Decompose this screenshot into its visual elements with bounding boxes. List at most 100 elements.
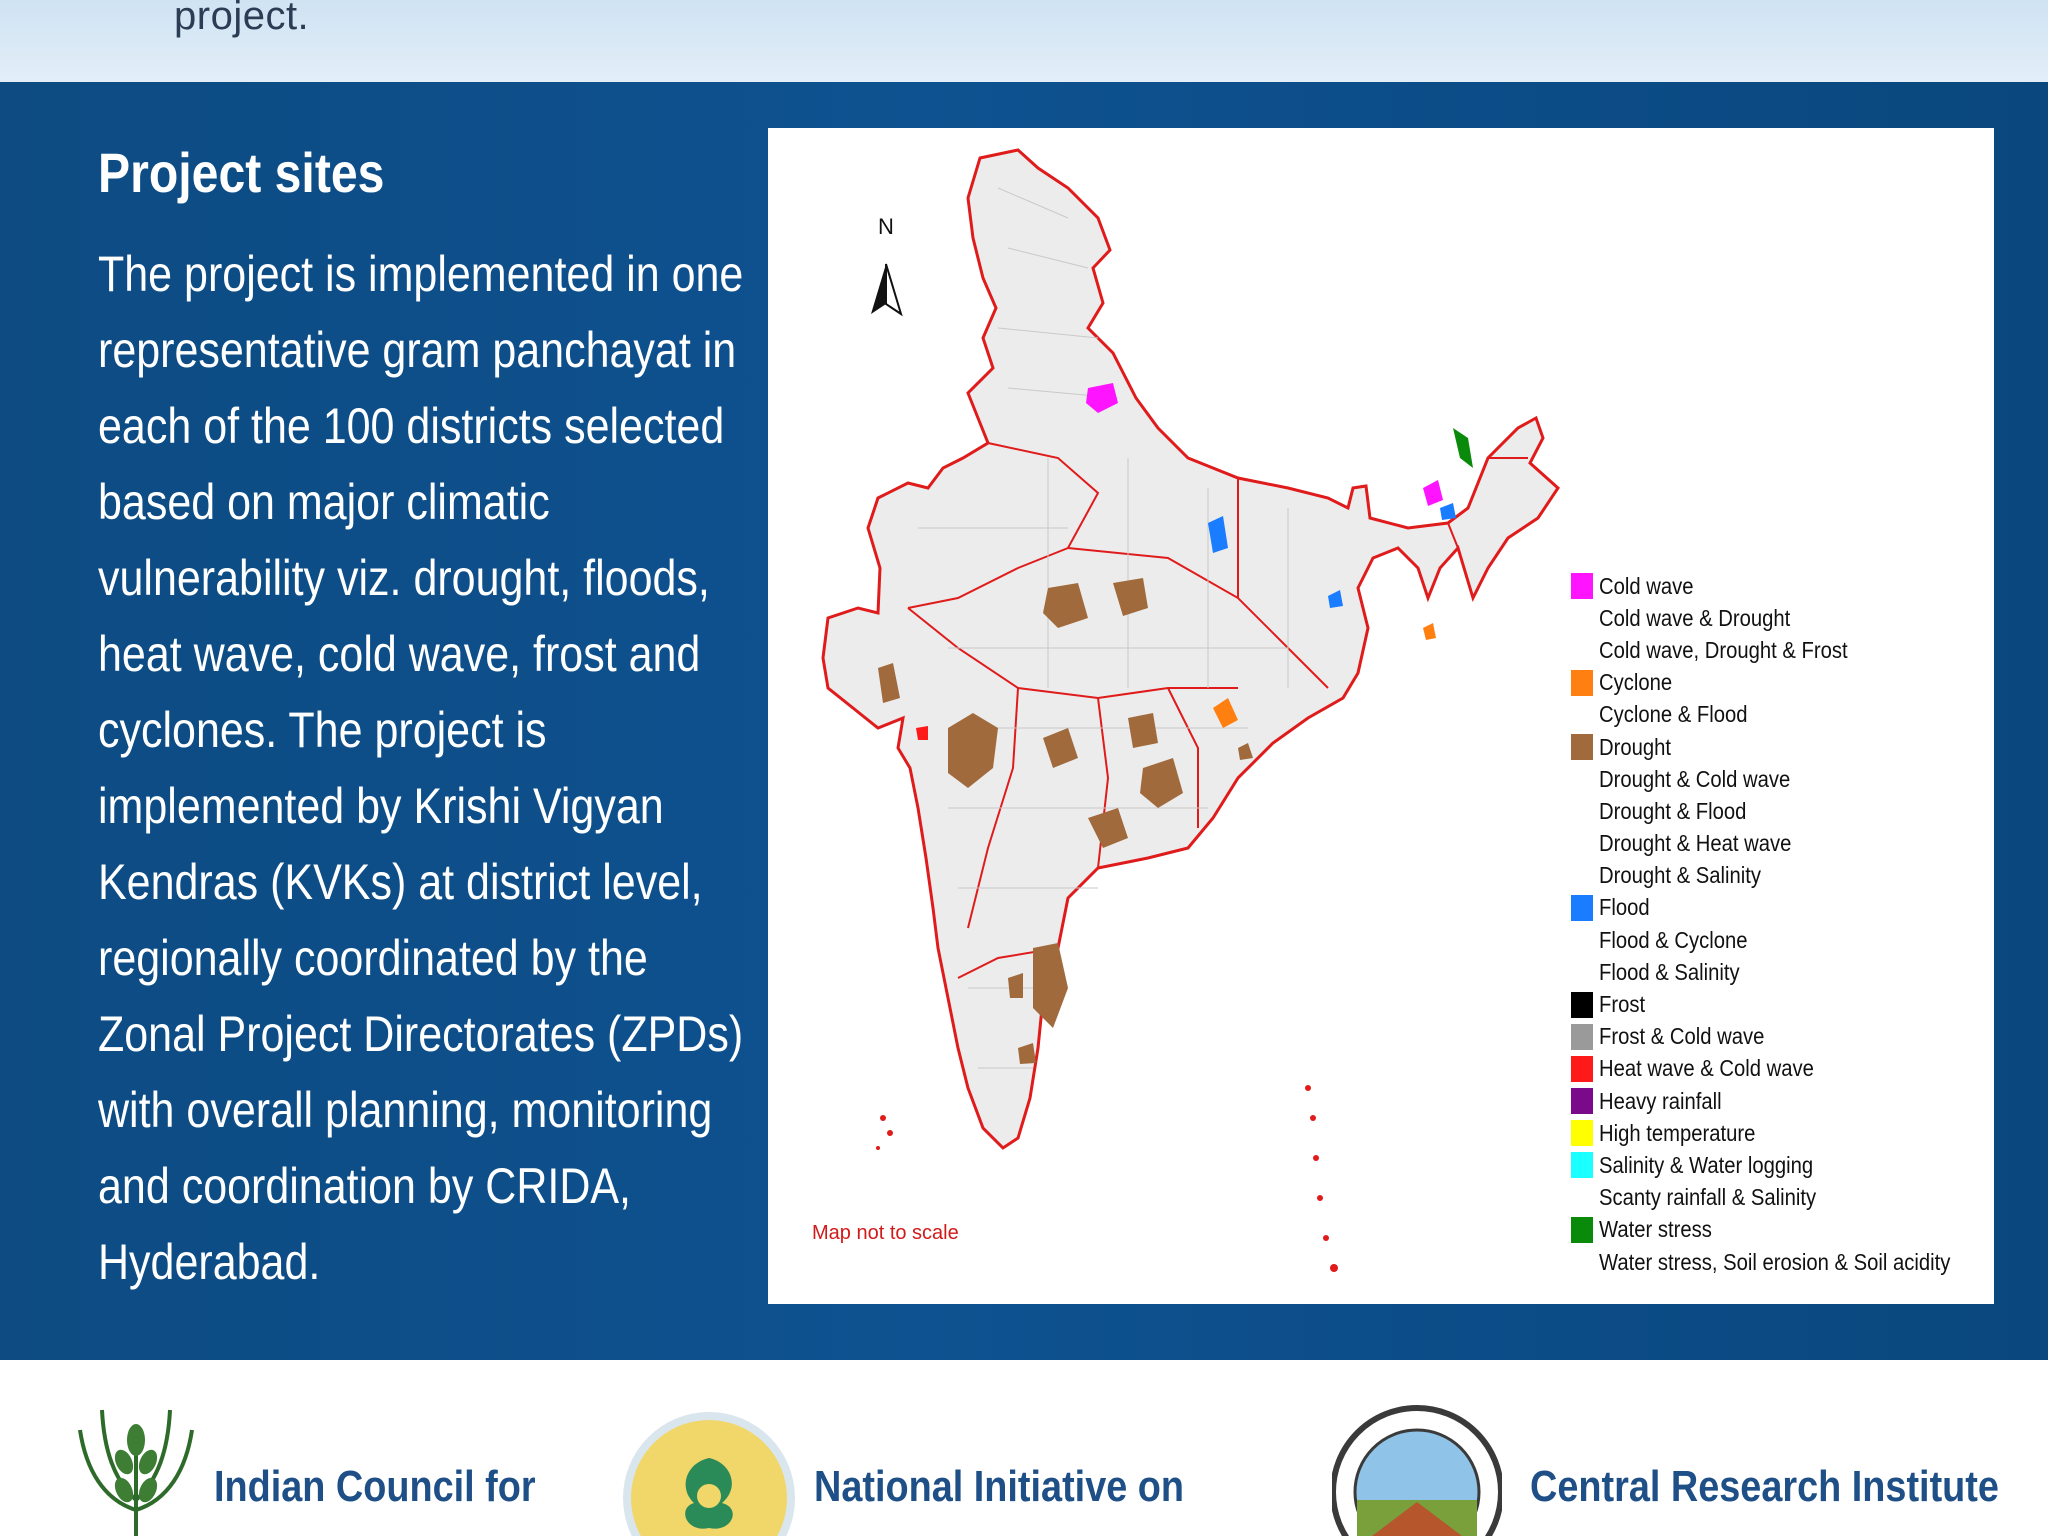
legend-item: Frost [1571, 988, 1991, 1020]
legend-item: Water stress, Soil erosion & Soil acidit… [1571, 1246, 1991, 1278]
legend-swatch [1571, 1249, 1593, 1275]
legend-item: Drought [1571, 731, 1991, 763]
legend-item: Cold wave [1571, 570, 1991, 602]
legend-swatch [1571, 1023, 1593, 1050]
legend-swatch [1571, 1152, 1593, 1179]
legend-swatch [1571, 894, 1593, 921]
legend-swatch [1571, 734, 1593, 761]
legend-item: Flood & Cyclone [1571, 924, 1991, 956]
legend-item: Flood & Salinity [1571, 956, 1991, 988]
hazard-patches [878, 383, 1473, 1064]
body-line: Hyderabad. [98, 1234, 321, 1290]
legend-label: Drought & Flood [1599, 797, 1747, 824]
legend-label: Water stress, Soil erosion & Soil acidit… [1599, 1248, 1951, 1275]
section-body: The project is implemented in one repres… [98, 236, 744, 1300]
legend-swatch [1571, 1216, 1593, 1243]
footer-org-1: Indian Council for [214, 1462, 536, 1511]
legend-label: Salinity & Water logging [1599, 1151, 1814, 1178]
map-panel: N [768, 128, 1994, 1304]
legend-swatch [1571, 573, 1593, 600]
legend-label: Cyclone & Flood [1599, 701, 1748, 728]
body-line: regionally coordinated by the [98, 930, 648, 986]
legend-item: Water stress [1571, 1214, 1991, 1246]
legend-item: Heat wave & Cold wave [1571, 1053, 1991, 1085]
legend-label: Cold wave, Drought & Frost [1599, 636, 1848, 663]
legend-label: Frost [1599, 991, 1646, 1018]
body-line: Kendras (KVKs) at district level, [98, 854, 703, 910]
legend-item: Drought & Heat wave [1571, 828, 1991, 860]
body-line: based on major climatic [98, 474, 550, 530]
legend-label: Flood & Cyclone [1599, 926, 1748, 953]
legend-swatch [1571, 798, 1593, 824]
body-line: Zonal Project Directorates (ZPDs) [98, 1006, 744, 1062]
legend-label: Drought & Heat wave [1599, 830, 1792, 857]
header-band: project. [0, 0, 2048, 82]
legend-item: Drought & Salinity [1571, 860, 1991, 892]
legend-item: Frost & Cold wave [1571, 1021, 1991, 1053]
legend-item: Cyclone [1571, 667, 1991, 699]
legend-item: Drought & Cold wave [1571, 763, 1991, 795]
legend-item: Cyclone & Flood [1571, 699, 1991, 731]
icar-wheat-logo-icon [78, 1409, 194, 1536]
crida-seal-logo-icon [1332, 1405, 1502, 1536]
legend-label: Cold wave & Drought [1599, 604, 1791, 631]
legend-label: Flood [1599, 894, 1650, 921]
legend-label: Cyclone [1599, 669, 1673, 696]
footer-logos: Indian Council for National Initiative o… [0, 1360, 2048, 1536]
legend-swatch [1571, 863, 1593, 889]
body-line: each of the 100 districts selected [98, 398, 725, 454]
legend-item: Cold wave & Drought [1571, 602, 1991, 634]
body-line: The project is implemented in one [98, 246, 744, 302]
legend-label: Cold wave [1599, 572, 1694, 599]
north-arrow-icon: N [871, 214, 903, 317]
legend-label: Drought [1599, 733, 1672, 760]
legend-item: High temperature [1571, 1117, 1991, 1149]
india-map: N [821, 148, 1560, 1272]
legend-item: Heavy rainfall [1571, 1085, 1991, 1117]
footer-org-3: Central Research Institute [1530, 1462, 1999, 1511]
legend-label: Heat wave & Cold wave [1599, 1055, 1814, 1082]
body-line: with overall planning, monitoring [98, 1082, 713, 1138]
legend-item: Flood [1571, 892, 1991, 924]
legend-label: Water stress [1599, 1216, 1712, 1243]
map-legend: Cold wave Cold wave & Drought Cold wave,… [1571, 570, 1991, 1278]
legend-swatch [1571, 831, 1593, 857]
district-grid [918, 187, 1289, 1069]
legend-swatch [1571, 1088, 1593, 1115]
legend-item: Salinity & Water logging [1571, 1149, 1991, 1181]
map-scale-note: Map not to scale [812, 1222, 959, 1244]
north-label: N [878, 214, 894, 239]
legend-swatch [1571, 1120, 1593, 1147]
footer-org-2: National Initiative on [814, 1462, 1185, 1511]
header-text: project. [174, 0, 310, 38]
nicra-logo-icon [623, 1412, 795, 1536]
legend-swatch [1571, 702, 1593, 728]
legend-swatch [1571, 1185, 1593, 1211]
legend-label: Drought & Cold wave [1599, 765, 1791, 792]
legend-swatch [1571, 605, 1593, 631]
legend-item: Drought & Flood [1571, 795, 1991, 827]
body-line: and coordination by CRIDA, [98, 1158, 632, 1214]
legend-item: Scanty rainfall & Salinity [1571, 1182, 1991, 1214]
legend-swatch [1571, 766, 1593, 792]
section-title: Project sites [98, 141, 385, 204]
body-line: representative gram panchayat in [98, 322, 737, 378]
legend-label: Frost & Cold wave [1599, 1023, 1765, 1050]
legend-swatch [1571, 637, 1593, 663]
body-line: vulnerability viz. drought, floods, [98, 550, 710, 606]
legend-label: High temperature [1599, 1119, 1756, 1146]
legend-label: Drought & Salinity [1599, 862, 1762, 889]
legend-label: Flood & Salinity [1599, 958, 1740, 985]
body-line: heat wave, cold wave, frost and [98, 626, 701, 682]
legend-label: Heavy rainfall [1599, 1087, 1722, 1114]
legend-item: Cold wave, Drought & Frost [1571, 634, 1991, 666]
body-line: implemented by Krishi Vigyan [98, 778, 664, 834]
legend-swatch [1571, 927, 1593, 953]
india-outline [821, 148, 1560, 1150]
body-line: cyclones. The project is [98, 702, 547, 758]
legend-swatch [1571, 669, 1593, 696]
islands [876, 1085, 1338, 1272]
legend-label: Scanty rainfall & Salinity [1599, 1184, 1817, 1211]
legend-swatch [1571, 959, 1593, 985]
legend-swatch [1571, 1055, 1593, 1082]
